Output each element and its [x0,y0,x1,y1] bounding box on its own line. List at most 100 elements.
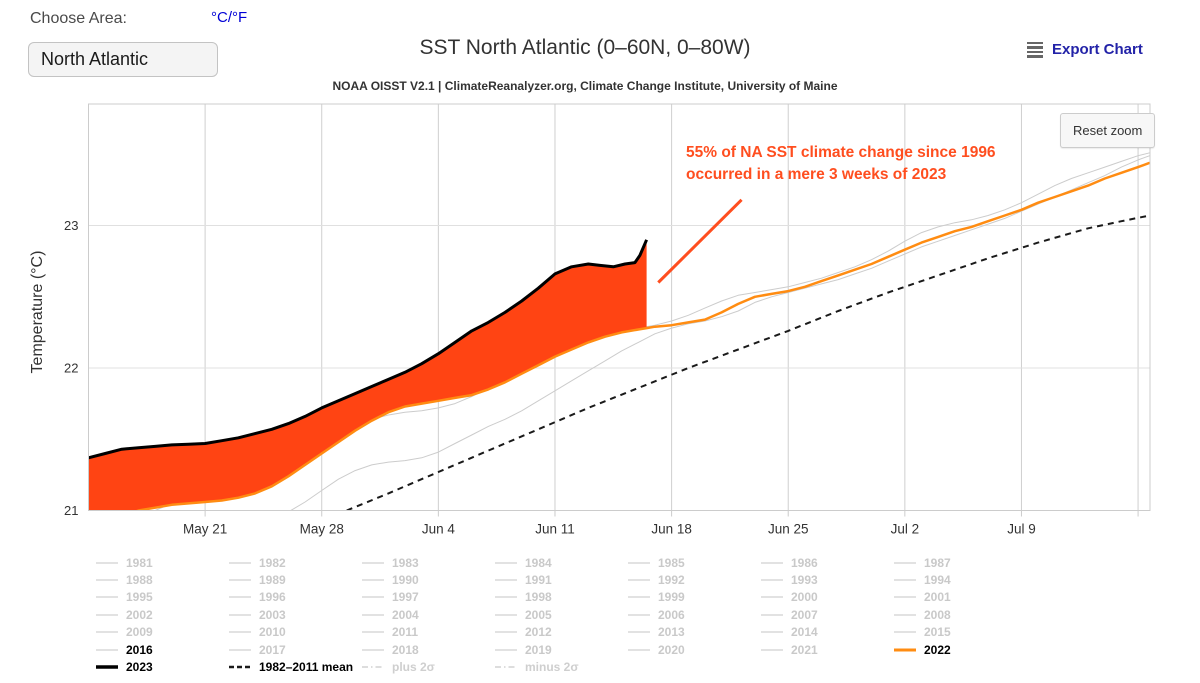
legend-item-2001[interactable]: 2001 [894,589,1027,606]
y-tick-label: 21 [64,503,78,518]
legend-item-2009[interactable]: 2009 [96,624,229,641]
legend-item-label: 2006 [658,607,685,622]
legend-item-label: 1995 [126,590,153,605]
legend-item-1989[interactable]: 1989 [229,571,362,588]
legend-item-label: 2019 [525,642,552,657]
legend-item-label: 2007 [791,607,818,622]
legend-item-label: 2011 [392,625,419,640]
x-tick-label: Jun 4 [422,522,456,537]
legend-item-1996[interactable]: 1996 [229,589,362,606]
legend-line-swatch [495,631,517,634]
legend-item-2011[interactable]: 2011 [362,624,495,641]
annotation-arrow [657,198,743,284]
export-chart-button[interactable]: Export Chart [1027,41,1143,58]
legend-item-label: 2015 [924,625,951,640]
legend-item-2006[interactable]: 2006 [628,606,761,623]
legend-item-2012[interactable]: 2012 [495,624,628,641]
legend-item-2018[interactable]: 2018 [362,641,495,658]
legend-item-label: 2005 [525,607,552,622]
legend-item-2017[interactable]: 2017 [229,641,362,658]
chart-title: SST North Atlantic (0–60N, 0–80W) [419,36,751,59]
legend-line-swatch [229,596,251,599]
legend-item-2019[interactable]: 2019 [495,641,628,658]
legend-item-label: 2003 [259,607,286,622]
series-1982–2011-mean [346,214,1150,511]
legend-item-2005[interactable]: 2005 [495,606,628,623]
legend-item-1992[interactable]: 1992 [628,571,761,588]
legend-item-label: 1987 [924,555,951,570]
legend-item-label: 1989 [259,573,286,588]
legend-item-2004[interactable]: 2004 [362,606,495,623]
series-2022 [134,161,1150,511]
legend-line-swatch [362,596,384,599]
x-tick-label: Jul 9 [1007,522,1036,537]
legend-item-label: 2020 [658,642,685,657]
legend-item-2003[interactable]: 2003 [229,606,362,623]
legend-line-swatch [362,648,384,651]
x-tick-label: Jul 2 [891,522,920,537]
area-select[interactable]: North Atlantic [28,42,218,77]
legend-item-2015[interactable]: 2015 [894,624,1027,641]
legend-item-2007[interactable]: 2007 [761,606,894,623]
legend-item-1994[interactable]: 1994 [894,571,1027,588]
legend-item-1997[interactable]: 1997 [362,589,495,606]
legend-item-1987[interactable]: 1987 [894,554,1027,571]
legend-line-swatch [894,613,916,616]
legend-item-label: 2016 [126,642,153,657]
export-chart-label: Export Chart [1052,41,1143,58]
legend-item-label: 1998 [525,590,552,605]
reset-zoom-button[interactable]: Reset zoom [1060,113,1156,148]
series-2023 [88,239,648,460]
legend-line-swatch [96,631,118,634]
legend-item-2002[interactable]: 2002 [96,606,229,623]
x-tick-label: May 21 [183,522,227,537]
legend-item-1988[interactable]: 1988 [96,571,229,588]
unit-toggle-link[interactable]: °C/°F [211,9,248,26]
legend-item-1990[interactable]: 1990 [362,571,495,588]
legend-item-plus-2σ[interactable]: plus 2σ [362,658,495,675]
area-select-value: North Atlantic [41,49,149,69]
legend-item-2014[interactable]: 2014 [761,624,894,641]
legend-item-minus-2σ[interactable]: minus 2σ [495,658,628,675]
legend-line-swatch [761,561,783,564]
legend-line-swatch [894,648,916,652]
legend-item-2013[interactable]: 2013 [628,624,761,641]
legend-item-2023[interactable]: 2023 [96,658,229,675]
legend-line-swatch [628,613,650,616]
legend-item-2008[interactable]: 2008 [894,606,1027,623]
legend-item-1999[interactable]: 1999 [628,589,761,606]
legend-item-label: 2008 [924,607,951,622]
legend-item-2016[interactable]: 2016 [96,641,229,658]
legend-item-1986[interactable]: 1986 [761,554,894,571]
legend-item-1993[interactable]: 1993 [761,571,894,588]
plot-border [88,103,1151,511]
legend-item-2020[interactable]: 2020 [628,641,761,658]
legend-item-1982[interactable]: 1982 [229,554,362,571]
legend-item-1991[interactable]: 1991 [495,571,628,588]
legend-line-swatch [495,579,517,582]
y-tick-label: 23 [64,218,78,233]
legend-item-2000[interactable]: 2000 [761,589,894,606]
x-tick-label: Jun 25 [768,522,809,537]
legend-item-label: 1993 [791,573,818,588]
legend-item-label: 1981 [126,555,153,570]
legend-line-swatch [362,666,384,669]
legend-line-swatch [96,665,118,669]
legend-item-2021[interactable]: 2021 [761,641,894,658]
legend-item-1983[interactable]: 1983 [362,554,495,571]
y-axis-title: Temperature (°C) [29,250,46,374]
legend-line-swatch [761,648,783,651]
legend-item-1985[interactable]: 1985 [628,554,761,571]
legend-item-1982–2011-mean[interactable]: 1982–2011 mean [229,658,362,675]
chart-subtitle: NOAA OISST V2.1 | ClimateReanalyzer.org,… [332,79,838,93]
legend-line-swatch [628,561,650,564]
legend-line-swatch [761,579,783,582]
legend-line-swatch [229,665,251,669]
legend-item-2022[interactable]: 2022 [894,641,1027,658]
legend-item-1984[interactable]: 1984 [495,554,628,571]
legend-item-1995[interactable]: 1995 [96,589,229,606]
legend-item-1981[interactable]: 1981 [96,554,229,571]
legend-item-1998[interactable]: 1998 [495,589,628,606]
legend-item-2010[interactable]: 2010 [229,624,362,641]
